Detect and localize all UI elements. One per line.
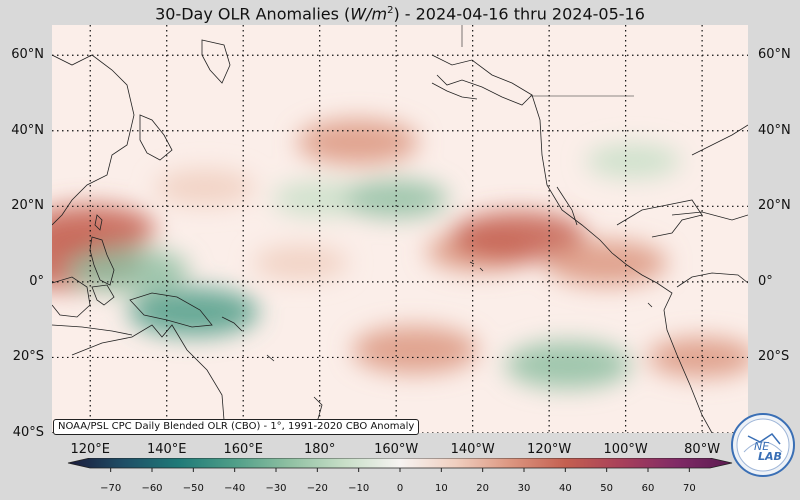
colorbar-tick-label: 0 [396,483,404,494]
anomaly-blob-13 [545,240,668,286]
anomaly-blob-8 [344,179,449,218]
australia-coastline [71,324,225,433]
graticule [52,25,748,433]
colorbar-tick-label: 70 [682,483,696,494]
hawaii-islands [469,261,484,272]
anomaly-blob-7 [297,119,419,165]
galapagos-islands [647,302,653,308]
anomaly-blob-5 [252,245,349,281]
sulawesi-coastline [91,284,115,306]
new-guinea-coastline [129,292,213,328]
olr-anomaly-map [52,25,748,433]
colorbar-tick-label: 10 [434,483,448,494]
baja-california-coastline [556,186,578,226]
anomaly-blob-14 [585,143,681,179]
lat-label-left: 40°S [12,425,44,440]
anomaly-blob-9 [352,326,479,374]
lon-label: 180° [304,442,336,457]
north-america-coastline [531,94,658,284]
lon-label: 160°E [223,442,263,457]
aleutian-islands [431,82,478,100]
gulf-coastline [616,199,703,238]
colorbar-tick-label: −30 [265,483,287,494]
colorbar-bar [67,458,733,469]
anomaly-blob-1 [52,204,156,254]
colorbar-tick-label: −20 [306,483,328,494]
logo-text-top: NE [754,440,769,453]
lat-label-left: 40°N [11,122,44,138]
lat-label-right: 60°N [758,47,791,63]
coastlines [52,25,748,433]
caribbean-islands [671,211,748,221]
lat-label-right: 20°S [758,349,790,365]
colorbar-tick-label: −50 [182,483,204,494]
logo-text-bottom: LAB [758,450,782,463]
anomaly-blob-11 [451,211,586,262]
map-panel [52,25,748,433]
colorbar-tick-label: 40 [558,483,572,494]
philippines-coastline [89,236,115,286]
nelab-logo: NE LAB [731,413,795,477]
colorbar-tick-label: −70 [100,483,122,494]
lat-label-left: 0° [29,273,44,289]
lon-label: 120°E [70,442,110,457]
map-title: 30-Day OLR Anomalies (W/m2) - 2024-04-16… [155,4,645,24]
lon-label: 100°W [603,442,648,457]
lat-label-left: 60°N [11,47,44,63]
solomon-islands [221,316,243,332]
colorbar-tick-label: −40 [224,483,246,494]
lat-label-right: 40°N [758,122,791,138]
colorbar-tick-label: 50 [600,483,614,494]
lat-label-left: 20°S [12,349,44,365]
japan-coastline [139,114,173,161]
anomaly-field [52,119,748,389]
south-america-north-coast [676,272,748,288]
anomaly-blob-12 [505,341,632,389]
colorbar-tick-label: −10 [348,483,370,494]
anomaly-blob-6 [272,181,368,216]
alaska-coastline [431,54,533,106]
lat-label-right: 20°N [758,198,791,214]
lon-label: 140°E [146,442,187,457]
lon-label: 140°W [450,442,495,457]
colorbar-tick-label: 60 [641,483,655,494]
colorbar-tick-label: 30 [517,483,531,494]
lat-label-left: 20°N [11,198,44,214]
taiwan-coastline [94,214,103,231]
colorbar-tick-label: 20 [476,483,490,494]
colorbar [67,458,733,472]
anomaly-blob-4 [155,169,255,206]
lon-label: 80°W [684,442,721,457]
lon-label: 120°W [527,442,572,457]
south-america-coastline [656,282,713,433]
anomaly-blob-3 [128,287,259,337]
lon-label: 160°W [374,442,419,457]
vanuatu-islands [266,354,275,362]
java-coastline [52,324,133,336]
lat-label-right: 0° [758,273,773,289]
colorbar-tick-label: −60 [141,483,163,494]
data-source-credit: NOAA/PSL CPC Daily Blended OLR (CBO) - 1… [53,419,420,435]
